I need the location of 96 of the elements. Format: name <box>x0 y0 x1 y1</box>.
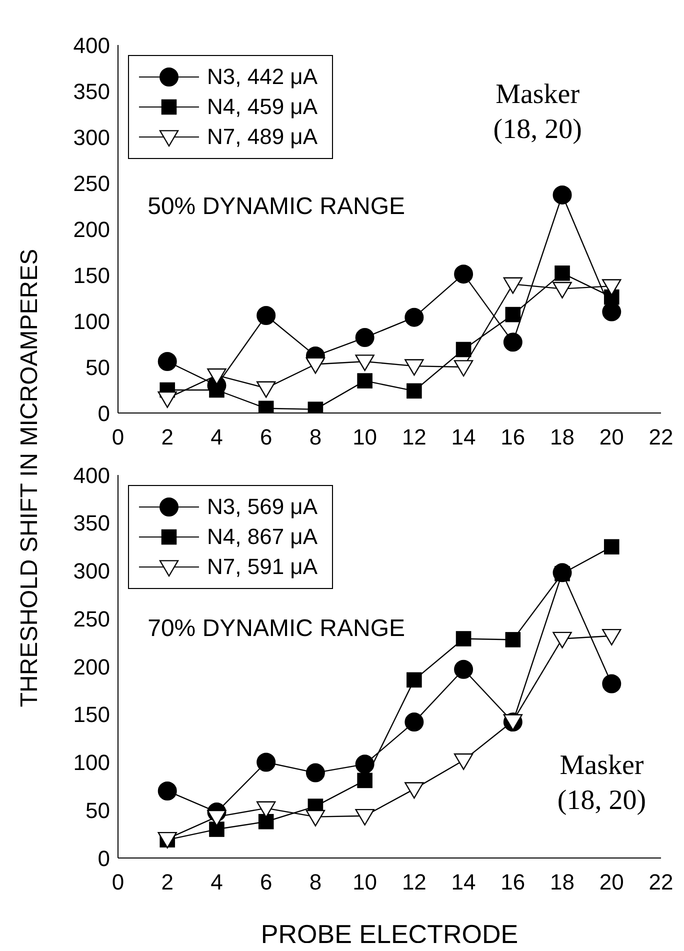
point <box>505 306 521 322</box>
point <box>503 332 522 352</box>
x-tick-label: 8 <box>309 424 322 450</box>
x-tick-label: 2 <box>161 424 174 450</box>
point <box>256 801 276 818</box>
y-tick-label: 150 <box>73 702 110 728</box>
y-tick-label: 250 <box>73 170 110 196</box>
point <box>158 391 177 408</box>
x-axis-title: PROBE ELECTRODE <box>260 919 518 949</box>
point <box>256 752 276 772</box>
point <box>602 279 622 296</box>
x-tick-label: 10 <box>352 424 378 450</box>
point <box>256 381 276 398</box>
legend-label: N7, 489 μA <box>207 124 318 150</box>
annotation: 70% DYNAMIC RANGE <box>148 614 405 644</box>
annotation: 50% DYNAMIC RANGE <box>148 192 405 222</box>
x-tick-label: 10 <box>352 870 378 895</box>
point <box>456 342 472 358</box>
point <box>406 383 422 399</box>
point <box>552 185 572 204</box>
x-tick-label: 20 <box>599 424 624 450</box>
point <box>456 631 472 646</box>
point <box>406 672 422 688</box>
legend-label: N3, 569 μA <box>207 494 318 520</box>
point <box>602 674 622 694</box>
point <box>602 628 622 646</box>
x-tick-label: 6 <box>260 870 272 895</box>
point <box>357 373 372 388</box>
point <box>552 282 572 298</box>
y-tick-label: 300 <box>73 124 110 150</box>
point <box>454 753 474 770</box>
x-tick-label: 4 <box>210 424 223 450</box>
point <box>454 360 474 377</box>
legend-label: N7, 591 μA <box>207 554 318 580</box>
x-tick-label: 12 <box>402 870 426 895</box>
point <box>209 822 224 837</box>
y-tick-label: 100 <box>73 750 110 776</box>
point <box>505 632 521 648</box>
y-tick-label: 350 <box>73 510 110 536</box>
x-tick-label: 14 <box>451 870 476 895</box>
y-tick-label: 150 <box>73 262 110 288</box>
point <box>258 814 274 830</box>
point <box>306 810 326 826</box>
y-tick-label: 0 <box>98 400 110 426</box>
point <box>404 308 424 327</box>
x-tick-label: 22 <box>648 870 674 895</box>
point <box>503 277 523 294</box>
legend-label: N4, 459 μA <box>207 94 318 120</box>
point <box>404 782 424 799</box>
point <box>404 712 424 732</box>
point <box>454 660 474 679</box>
y-tick-label: 400 <box>73 462 110 488</box>
y-tick-label: 200 <box>73 654 110 680</box>
y-tick-label: 350 <box>73 78 110 104</box>
point <box>554 266 570 281</box>
x-tick-label: 14 <box>451 424 476 450</box>
y-tick-label: 100 <box>73 308 110 334</box>
x-tick-label: 20 <box>599 870 624 895</box>
point <box>454 264 474 284</box>
annotation: Masker (18, 20) <box>493 78 582 148</box>
x-tick-label: 6 <box>260 424 272 450</box>
point <box>604 539 620 554</box>
legend-label: N4, 867 μA <box>207 524 318 550</box>
point <box>306 763 325 782</box>
x-tick-label: 12 <box>402 424 426 450</box>
x-tick-label: 2 <box>161 870 174 895</box>
x-tick-label: 8 <box>309 870 322 895</box>
y-tick-label: 400 <box>73 32 110 58</box>
point <box>552 632 572 648</box>
point <box>207 368 226 385</box>
x-tick-label: 16 <box>500 424 526 450</box>
y-tick-label: 50 <box>86 798 110 823</box>
point <box>355 754 374 774</box>
x-tick-label: 4 <box>210 870 223 895</box>
x-tick-label: 18 <box>550 870 575 895</box>
point <box>158 781 177 800</box>
point <box>355 354 374 372</box>
point <box>306 357 326 374</box>
point <box>256 306 276 325</box>
legend-label: N3, 442 μA <box>207 64 318 90</box>
point <box>158 352 177 371</box>
y-tick-label: 200 <box>73 216 110 242</box>
y-tick-label: 300 <box>73 558 110 584</box>
point <box>404 359 424 376</box>
x-tick-label: 22 <box>648 424 674 450</box>
point <box>355 808 374 826</box>
point <box>207 810 226 826</box>
point <box>357 772 372 788</box>
y-tick-label: 50 <box>86 354 110 380</box>
point <box>355 328 374 348</box>
annotation: Masker (18, 20) <box>557 748 646 818</box>
x-tick-label: 18 <box>550 424 575 450</box>
y-tick-label: 0 <box>98 846 110 871</box>
x-tick-label: 16 <box>500 870 526 895</box>
y-tick-label: 250 <box>73 606 110 632</box>
y-axis-title: THRESHOLD SHIFT IN MICROAMPERES <box>16 248 44 708</box>
